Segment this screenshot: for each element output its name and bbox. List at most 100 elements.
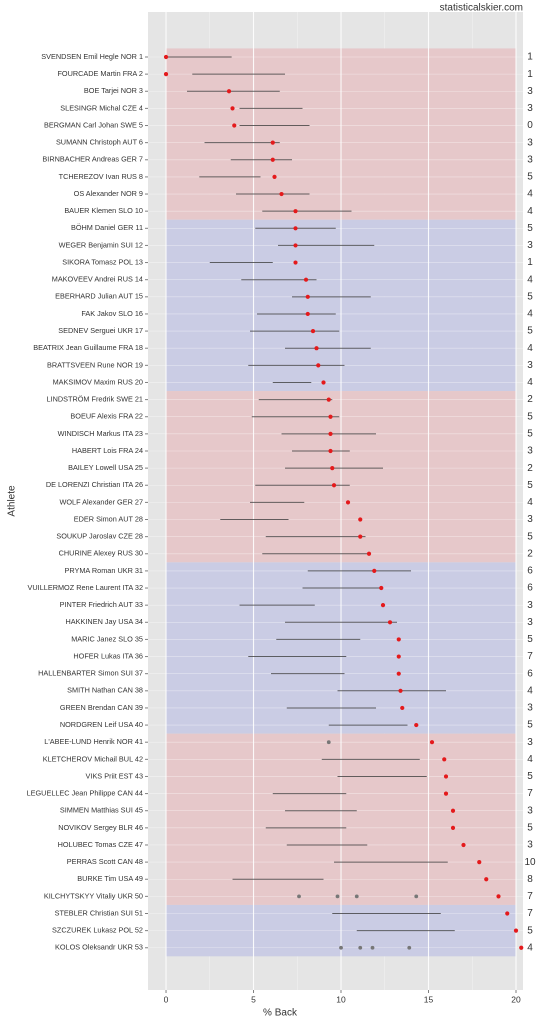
count-label: 2	[527, 463, 533, 474]
y-tick-label: SZCZUREK Lukasz POL 52	[52, 926, 143, 935]
count-label: 10	[524, 857, 536, 868]
count-label: 4	[527, 189, 533, 200]
count-label: 4	[527, 942, 533, 953]
point	[366, 551, 372, 556]
count-label: 4	[527, 685, 533, 696]
y-tick-label: BAILEY Lowell USA 25	[68, 463, 143, 472]
point	[400, 705, 405, 711]
point	[163, 72, 169, 77]
other-point	[414, 894, 419, 899]
y-tick-label: L'ABEE-LUND Henrik NOR 41	[44, 737, 143, 746]
y-tick-label: PERRAS Scott CAN 48	[67, 857, 143, 866]
y-tick-label: LINDSTRÖM Fredrik SWE 21	[47, 395, 144, 404]
y-tick-label: MAKOVEEV Andrei RUS 14	[52, 275, 143, 284]
y-tick-label: BERGMAN Carl Johan SWE 5	[44, 120, 143, 129]
x-tick-label: 15	[424, 994, 434, 1004]
point	[443, 774, 449, 779]
point	[303, 277, 309, 282]
count-label: 8	[527, 874, 533, 885]
count-label: 7	[527, 651, 533, 662]
y-tick-label: SEDNEV Serguei UKR 17	[58, 326, 143, 335]
other-point	[358, 945, 363, 950]
count-label: 1	[527, 69, 533, 80]
count-label: 5	[527, 531, 533, 542]
count-label: 4	[527, 309, 533, 320]
point	[372, 568, 377, 574]
count-label: 3	[527, 617, 533, 628]
count-label: 5	[527, 291, 533, 302]
point	[305, 311, 310, 317]
y-tick-label: FOURCADE Martin FRA 2	[57, 69, 143, 78]
count-label: 3	[527, 360, 533, 371]
point	[505, 911, 510, 916]
count-label: 5	[527, 223, 533, 234]
other-point	[339, 945, 343, 950]
y-tick-label: BOEUF Alexis FRA 22	[70, 412, 143, 421]
y-tick-label: PRYMA Roman UKR 31	[64, 566, 143, 575]
count-label: 3	[527, 446, 533, 457]
y-tick-label: BOE Tarjei NOR 3	[84, 86, 143, 95]
y-tick-label: HAKKINEN Jay USA 34	[66, 617, 143, 626]
point	[450, 825, 456, 830]
count-label: 4	[527, 274, 533, 285]
y-tick-label: STEBLER Christian SUI 51	[55, 908, 143, 917]
y-axis-title: Athlete	[7, 485, 18, 517]
x-axis-title: % Back	[263, 1008, 298, 1019]
y-tick-label: WEGER Benjamin SUI 12	[59, 240, 143, 249]
point	[293, 226, 298, 231]
point	[450, 808, 456, 813]
point	[230, 106, 235, 111]
point	[293, 260, 298, 265]
y-tick-label: VUILLERMOZ Rene Laurent ITA 32	[28, 583, 143, 592]
count-label: 4	[527, 377, 533, 388]
point	[396, 654, 401, 659]
y-tick-label: BURKE Tim USA 49	[77, 874, 143, 883]
y-tick-label: EDER Simon AUT 28	[74, 514, 143, 523]
point	[519, 945, 524, 950]
count-label: 4	[527, 343, 533, 354]
y-tick-label: SUMANN Christoph AUT 6	[56, 138, 143, 147]
point	[226, 89, 232, 94]
y-tick-label: KILCHYTSKYY Vitaliy UKR 50	[44, 891, 143, 900]
count-label: 3	[527, 514, 533, 525]
point	[358, 517, 363, 522]
y-tick-label: KLETCHEROV Michail BUL 42	[43, 754, 143, 763]
y-tick-label: CHURINE Alexey RUS 30	[59, 549, 143, 558]
other-point	[335, 894, 340, 899]
point	[331, 483, 337, 488]
count-label: 2	[527, 394, 533, 405]
count-label: 7	[527, 788, 533, 799]
x-tick-label: 20	[511, 994, 521, 1004]
point	[279, 191, 284, 197]
count-label: 5	[527, 411, 533, 422]
y-tick-label: TCHEREZOV Ivan RUS 8	[59, 172, 143, 181]
count-label: 3	[527, 86, 533, 97]
point	[484, 877, 489, 882]
point	[326, 397, 331, 402]
point	[270, 157, 275, 162]
count-label: 3	[527, 805, 533, 816]
point	[293, 243, 298, 248]
count-label: 5	[527, 429, 533, 440]
other-point	[326, 740, 331, 745]
y-tick-label: BIRNBACHER Andreas GER 7	[42, 155, 143, 164]
count-label: 3	[527, 600, 533, 611]
y-tick-label: BAUER Klemen SLO 10	[64, 206, 143, 215]
point	[316, 363, 321, 368]
count-label: 3	[527, 240, 533, 251]
count-label: 7	[527, 908, 533, 919]
count-label: 5	[527, 634, 533, 645]
y-tick-label: HABERT Lois FRA 24	[72, 446, 143, 455]
other-point	[407, 945, 412, 950]
y-tick-label: PINTER Friedrich AUT 33	[60, 600, 143, 609]
point	[461, 842, 466, 848]
y-tick-label: HALLENBARTER Simon SUI 37	[38, 669, 143, 678]
y-tick-label: GREEN Brendan CAN 39	[60, 703, 143, 712]
y-tick-label: MAKSIMOV Maxim RUS 20	[53, 377, 143, 386]
y-tick-label: BRATTSVEEN Rune NOR 19	[47, 360, 143, 369]
x-tick-label: 0	[164, 994, 169, 1004]
y-tick-label: DE LORENZI Christian ITA 26	[46, 480, 143, 489]
y-tick-label: FAK Jakov SLO 16	[81, 309, 143, 318]
count-label: 3	[527, 154, 533, 165]
